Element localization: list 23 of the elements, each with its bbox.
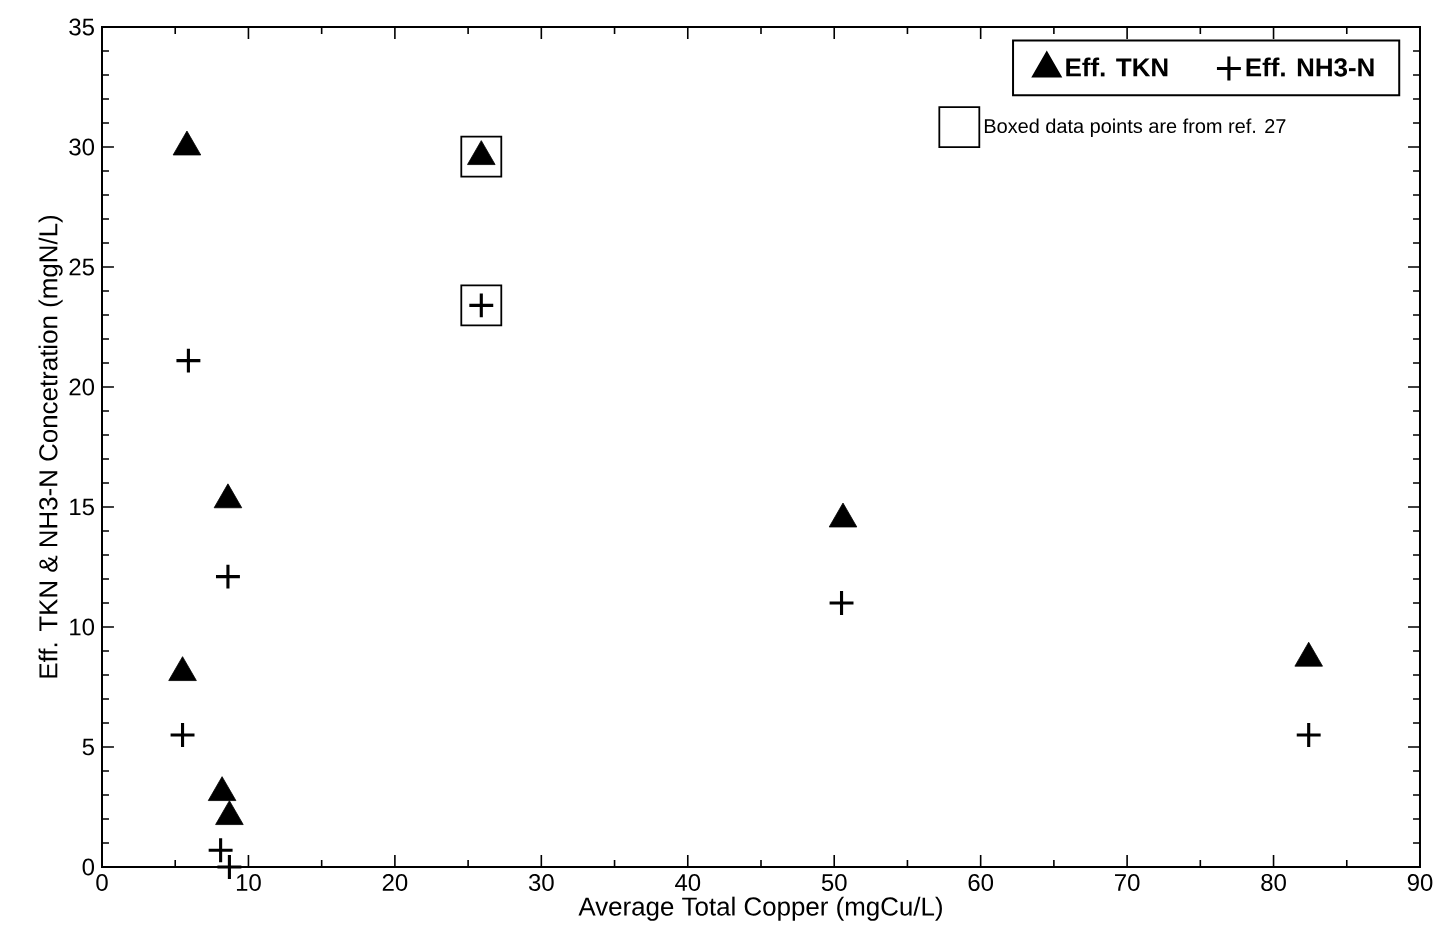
legend-label: Boxed data points are from ref. 27 [984, 118, 1286, 138]
y-tick-label: 0 [82, 858, 95, 876]
legend-label: Eff. TKN [1066, 57, 1168, 77]
y-axis-title: Eff. TKN & NH3-N Concetration (mgN/L) [38, 215, 63, 678]
x-tick-label: 80 [1261, 874, 1286, 891]
x-tick-label: 30 [528, 874, 554, 891]
x-tick-label: 60 [968, 874, 994, 891]
x-tick-label: 20 [382, 874, 408, 891]
y-tick-label: 5 [82, 738, 94, 756]
x-tick-label: 50 [821, 874, 847, 891]
y-tick-label: 20 [69, 378, 95, 396]
x-tick-label: 70 [1115, 874, 1140, 891]
x-tick-label: 90 [1407, 874, 1433, 891]
y-tick-label: 30 [69, 138, 95, 156]
y-tick-label: 15 [70, 498, 94, 516]
legend-label: Eff. NH3-N [1246, 57, 1374, 77]
x-tick-label: 10 [236, 874, 261, 891]
y-tick-label: 35 [69, 18, 94, 36]
y-tick-label: 25 [69, 258, 94, 276]
x-axis-title: Average Total Copper (mgCu/L) [578, 896, 942, 921]
y-tick-label: 10 [70, 618, 95, 636]
x-tick-label: 0 [96, 874, 108, 891]
x-tick-label: 40 [675, 874, 701, 891]
